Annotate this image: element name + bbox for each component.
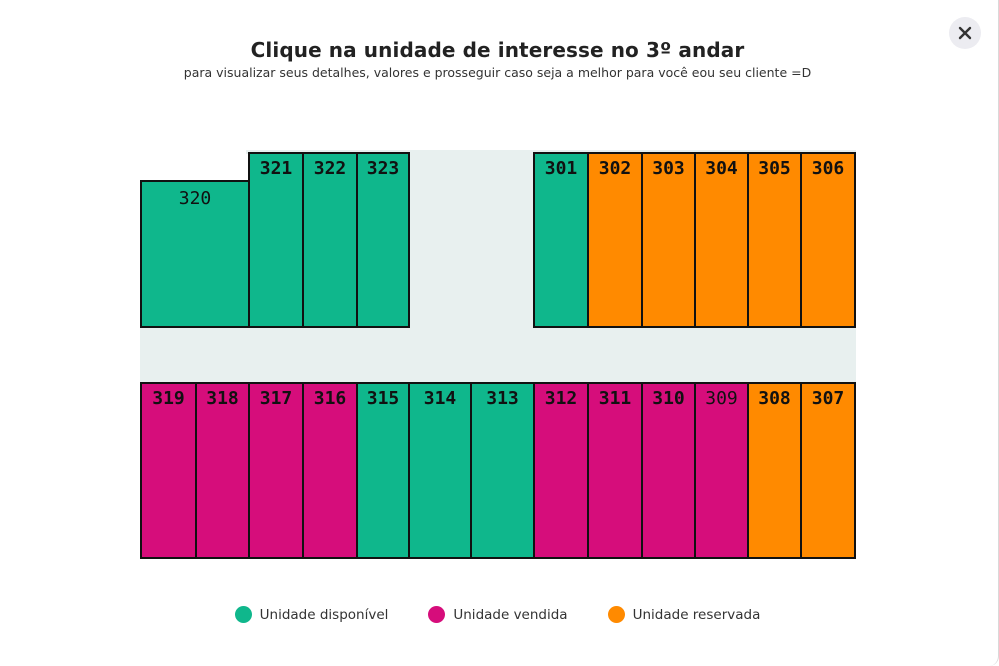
unit-305[interactable]: 305	[747, 152, 802, 328]
legend-label-sold: Unidade vendida	[453, 606, 568, 623]
unit-314[interactable]: 314	[408, 382, 472, 559]
sold-dot-icon	[428, 606, 446, 623]
unit-319[interactable]: 319	[140, 382, 197, 559]
unit-311[interactable]: 311	[587, 382, 643, 559]
legend-item-available: Unidade disponível	[234, 606, 389, 623]
unit-317[interactable]: 317	[248, 382, 304, 559]
unit-308[interactable]: 308	[747, 382, 802, 559]
unit-315[interactable]: 315	[356, 382, 410, 559]
unit-316[interactable]: 316	[302, 382, 358, 559]
available-dot-icon	[234, 606, 252, 623]
legend-item-sold: Unidade vendida	[428, 606, 568, 623]
corridor-vertical	[408, 152, 534, 328]
unit-302[interactable]: 302	[587, 152, 643, 328]
unit-306[interactable]: 306	[800, 152, 856, 328]
close-button[interactable]	[949, 17, 981, 49]
page-title: Clique na unidade de interesse no 3º and…	[250, 38, 745, 62]
legend-item-reserved: Unidade reservada	[607, 606, 761, 623]
unit-318[interactable]: 318	[195, 382, 250, 559]
corridor-horizontal	[140, 326, 856, 384]
page-subtitle: para visualizar seus detalhes, valores e…	[183, 65, 812, 80]
unit-323[interactable]: 323	[356, 152, 410, 328]
unit-321[interactable]: 321	[248, 152, 304, 328]
unit-312[interactable]: 312	[533, 382, 589, 559]
legend-label-reserved: Unidade reservada	[632, 606, 761, 623]
close-icon	[958, 26, 972, 40]
unit-307[interactable]: 307	[800, 382, 856, 559]
unit-309[interactable]: 309	[694, 382, 749, 559]
unit-313[interactable]: 313	[470, 382, 535, 559]
reserved-dot-icon	[607, 606, 625, 623]
unit-322[interactable]: 322	[302, 152, 358, 328]
unit-301[interactable]: 301	[533, 152, 589, 328]
legend-label-available: Unidade disponível	[259, 606, 389, 623]
unit-320[interactable]: 320	[140, 180, 250, 328]
unit-303[interactable]: 303	[641, 152, 696, 328]
unit-304[interactable]: 304	[694, 152, 749, 328]
legend: Unidade disponível Unidade vendida Unida…	[0, 606, 995, 623]
unit-310[interactable]: 310	[641, 382, 696, 559]
